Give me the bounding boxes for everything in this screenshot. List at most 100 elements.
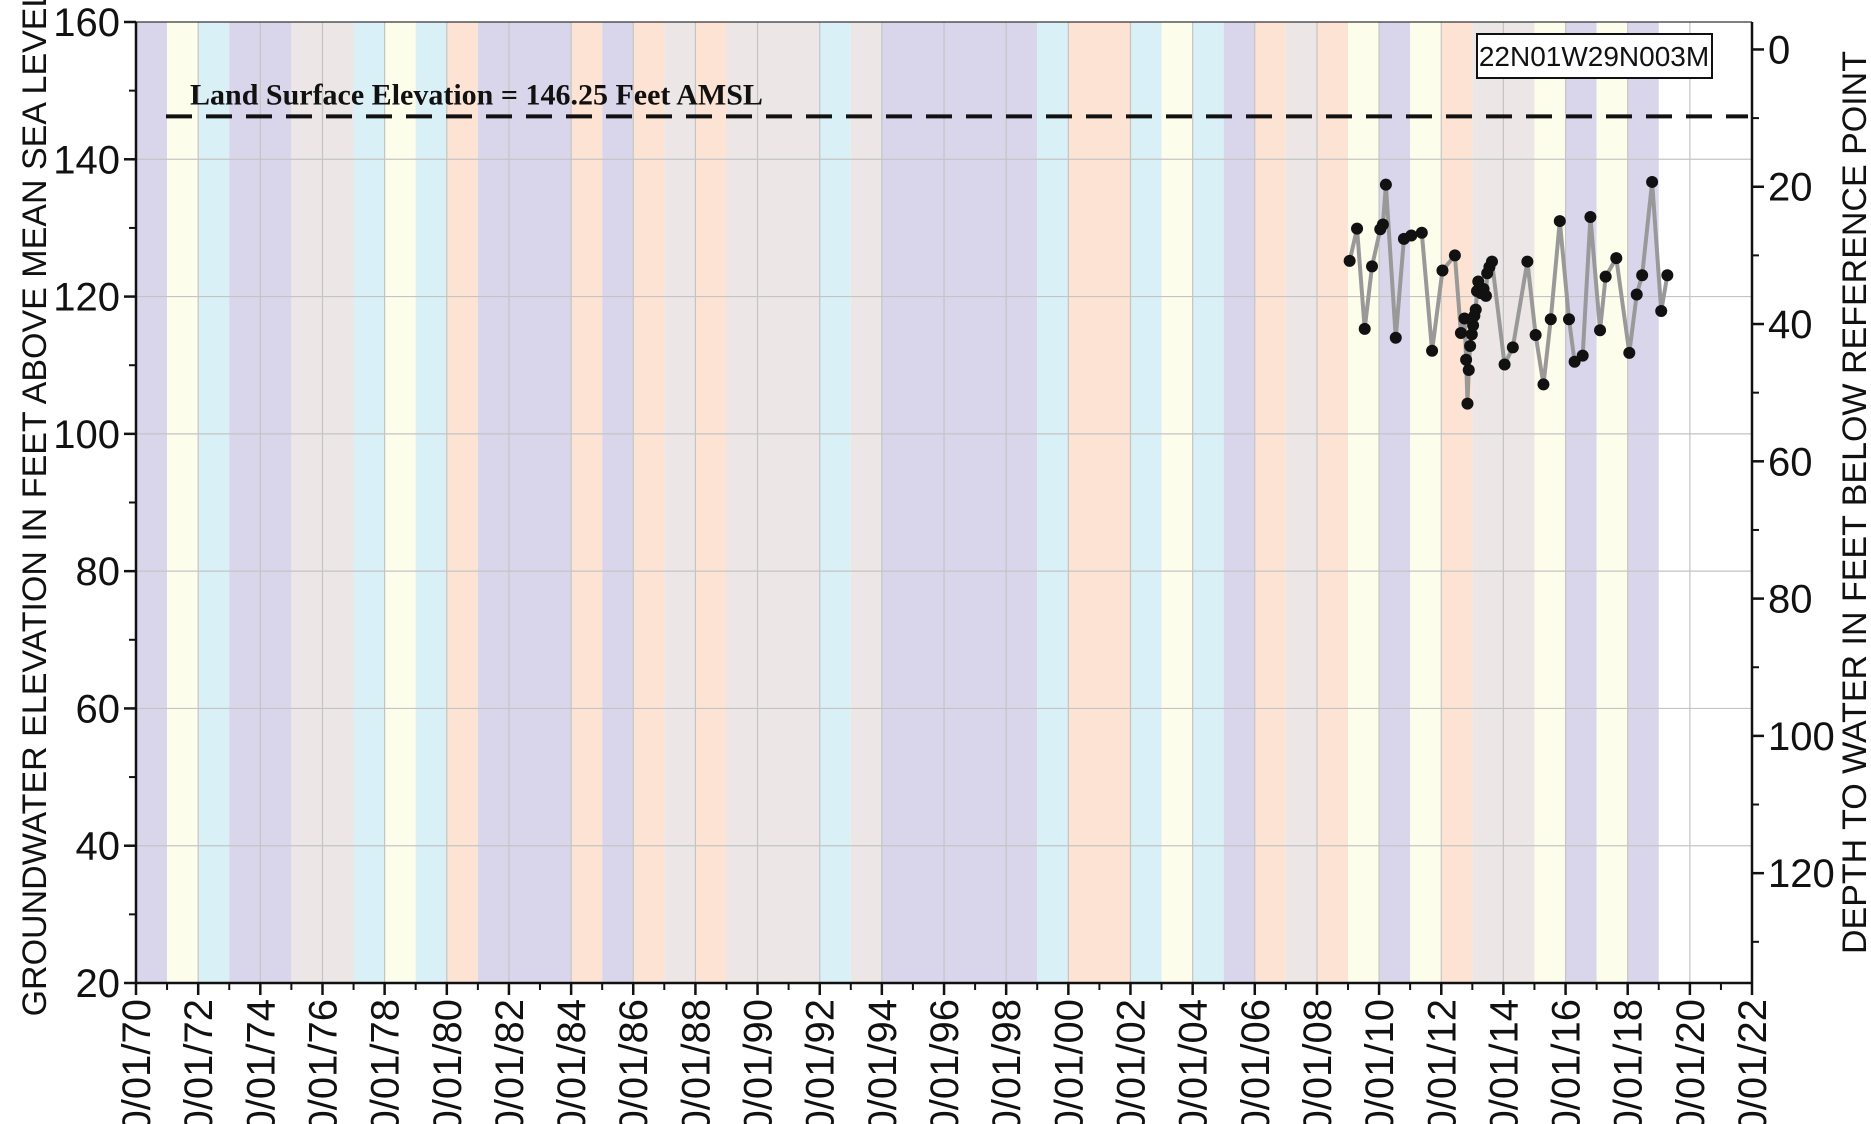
water-year-band [1534,22,1566,983]
water-year-band [1316,22,1349,983]
land-surface-layer: Land Surface Elevation = 146.25 Feet AMS… [166,78,1748,119]
left-axis-title: GROUNDWATER ELEVATION IN FEET ABOVE MEAN… [16,0,54,1016]
data-point [1485,255,1498,268]
water-year-band [1285,22,1317,983]
data-point [1594,324,1607,337]
data-point [1389,331,1402,344]
data-point [1461,397,1474,410]
data-point [1358,322,1371,335]
water-year-band [353,22,385,983]
left-tick-label: 20 [76,962,121,1006]
x-tick-label: 10/01/92 [799,999,843,1124]
well-id-box: 22N01W29N003M [1476,33,1713,79]
x-tick-label: 10/01/98 [985,999,1029,1124]
data-point [1576,349,1589,362]
x-tick-label: 10/01/86 [612,999,656,1124]
x-tick-label: 10/01/84 [550,999,594,1124]
water-year-band [1627,22,1659,983]
x-tick-label: 10/01/82 [488,999,532,1124]
water-year-band [1130,22,1162,983]
data-point [1454,326,1467,339]
left-tick-label: 120 [53,276,120,320]
left-tick-label: 100 [53,413,120,457]
data-point [1465,328,1478,341]
data-point [1610,252,1623,265]
water-year-band [695,22,727,983]
x-tick-label: 10/01/74 [239,999,283,1124]
data-point [1462,364,1475,377]
x-tick-label: 10/01/78 [364,999,408,1124]
x-tick-label: 10/01/16 [1545,999,1589,1124]
data-point [1458,312,1471,325]
data-point [1636,269,1649,282]
water-year-band [1410,22,1442,983]
data-point [1521,255,1534,268]
water-year-band [633,22,665,983]
data-point [1379,178,1392,191]
water-year-band [1565,22,1597,983]
data-point [1467,319,1480,332]
water-year-band [571,22,603,983]
data-point [1553,215,1566,228]
x-tick-label: 10/01/72 [177,999,221,1124]
data-point [1351,222,1364,235]
data-point [1376,218,1389,231]
data-point [1623,346,1636,359]
data-point [1405,229,1418,242]
data-point [1498,358,1511,371]
data-point [1448,249,1461,262]
x-tick-label: 10/01/14 [1482,999,1526,1124]
data-point [1630,288,1643,301]
right-axis-title: DEPTH TO WATER IN FEET BELOW REFERENCE P… [1836,51,1871,954]
right-tick-label: 80 [1768,578,1813,622]
data-point [1599,270,1612,283]
water-year-band [1348,22,1380,983]
data-point [1584,210,1597,223]
data-point [1655,304,1668,317]
water-year-band [1192,22,1224,983]
data-point [1544,313,1557,326]
left-tick-label: 140 [53,138,120,182]
water-year-band [1441,22,1473,983]
left-tick-label: 80 [76,550,121,594]
right-tick-label: 20 [1768,166,1813,210]
data-point [1426,344,1439,357]
x-tick-label: 10/01/20 [1669,999,1713,1124]
data-point [1661,269,1674,282]
water-year-band [1379,22,1411,983]
grid-lines [135,21,1753,984]
land-surface-label: Land Surface Elevation = 146.25 Feet AMS… [190,78,763,111]
x-tick-label: 10/01/94 [861,999,905,1124]
left-tick-label: 60 [76,687,121,731]
data-point [1343,254,1356,267]
x-tick-label: 10/01/08 [1296,999,1340,1124]
water-year-band [726,22,820,983]
well-id-label: 22N01W29N003M [1479,41,1709,72]
x-tick-label: 10/01/04 [1172,999,1216,1124]
x-tick-label: 10/01/12 [1420,999,1464,1124]
water-year-band [1068,22,1131,983]
x-tick-label: 10/01/22 [1731,999,1775,1124]
series-layer [1343,175,1674,410]
water-year-band [1037,22,1069,983]
water-year-band [850,22,882,983]
water-year-band [1161,22,1193,983]
x-tick-label: 10/01/76 [302,999,346,1124]
right-tick-label: 120 [1768,852,1835,896]
water-year-band [602,22,634,983]
water-year-band [415,22,447,983]
water-year-band [167,22,199,983]
water-year-band [477,22,572,983]
water-year-band [881,22,1038,983]
water-year-band [446,22,478,983]
data-point [1506,341,1519,354]
water-year-band [198,22,230,983]
water-year-band [136,22,168,983]
well-id-frame [1476,33,1713,79]
data-point [1436,264,1449,277]
data-point [1646,175,1659,188]
x-tick-label: 10/01/70 [115,999,159,1124]
data-point [1479,289,1492,302]
right-tick-label: 60 [1768,440,1813,484]
